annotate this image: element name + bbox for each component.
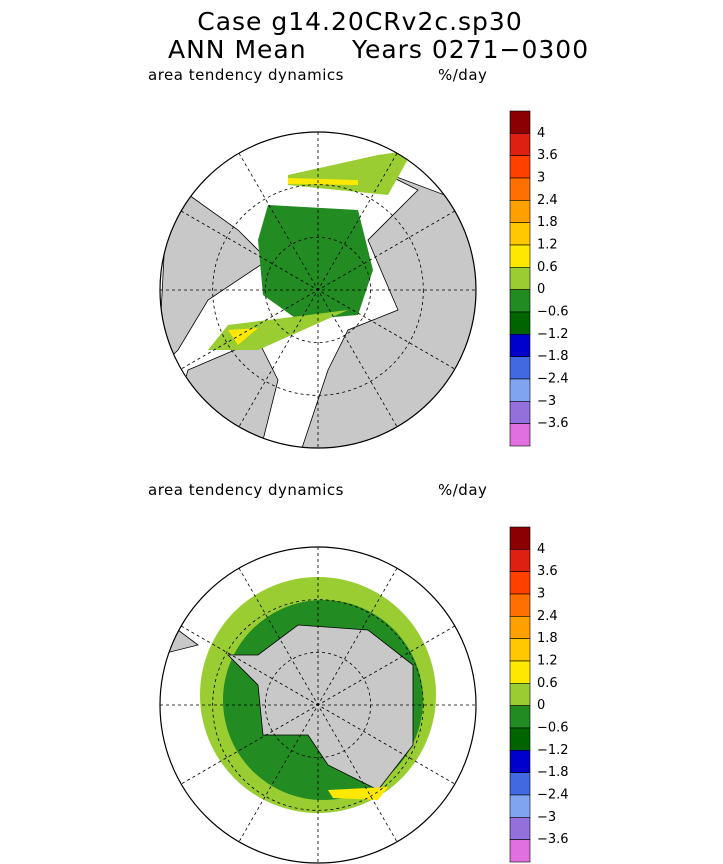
panel-label: area tendency dynamics [148, 481, 344, 499]
panel-units: %/day [438, 66, 487, 84]
colorbar-label: 3 [537, 171, 545, 186]
colorbar-box [509, 817, 531, 840]
colorbar-box [509, 155, 531, 179]
grid-meridian [180, 210, 456, 370]
colorbar-label: 2.4 [537, 609, 558, 624]
colorbar-box [509, 110, 531, 134]
colorbar-box [509, 423, 531, 447]
colorbar-label: 3.6 [537, 148, 558, 163]
colorbar-box [509, 705, 531, 729]
colorbar-label: 3 [537, 587, 545, 602]
colorbar-label: −2.4 [537, 788, 569, 803]
colorbar-label: 1.8 [537, 215, 558, 230]
colorbar-label: −1.8 [537, 349, 569, 364]
colorbar-box [509, 571, 531, 595]
colorbar-box [509, 244, 531, 268]
panel-units: %/day [438, 481, 487, 499]
ice [258, 205, 373, 320]
colorbar-label: −3.6 [537, 832, 569, 847]
colorbar-box [509, 200, 531, 223]
colorbar-box [509, 638, 531, 662]
colorbar-label: −3 [537, 394, 556, 409]
colorbar-box [509, 311, 531, 335]
colorbar-label: 4 [537, 126, 545, 141]
map-border [159, 131, 477, 449]
colorbar-label: 0 [537, 698, 545, 713]
colorbar-label: 1.2 [537, 238, 558, 253]
colorbar-box [509, 289, 531, 313]
panel: area tendency dynamics %/day 4 3.6 3 2.4 1.8 1.… [148, 66, 569, 449]
colorbar-box [509, 401, 531, 424]
colorbar-label: −2.4 [537, 372, 569, 387]
colorbar-box [509, 616, 531, 639]
colorbar-label: −1.2 [537, 327, 569, 342]
colorbar-box [509, 378, 531, 402]
colorbar-box [509, 222, 531, 246]
colorbar-box [509, 794, 531, 818]
colorbar-label: −1.8 [537, 765, 569, 780]
panel-label: area tendency dynamics [148, 66, 344, 84]
title: Case g14.20CRv2c.sp30 [197, 7, 523, 36]
colorbar-label: −1.2 [537, 743, 569, 758]
subtitle-right: Years 0271−0300 [351, 35, 589, 64]
colorbar-label: 1.8 [537, 631, 558, 646]
colorbar-box [509, 549, 531, 572]
colorbar-box [509, 727, 531, 751]
colorbar-box [509, 750, 531, 773]
grid-circle [212, 184, 424, 396]
colorbar-box [509, 177, 531, 201]
colorbar-label: 0.6 [537, 260, 558, 275]
colorbar-label: 4 [537, 542, 545, 557]
colorbar-label: 2.4 [537, 193, 558, 208]
colorbar-label: 3.6 [537, 564, 558, 579]
colorbar-label: 1.2 [537, 654, 558, 669]
panel: area tendency dynamics %/day 4 3.6 3 2.4 1.8 1.… [148, 481, 569, 864]
colorbar-label: 0 [537, 282, 545, 297]
colorbar-box [509, 772, 531, 796]
colorbar-label: −3.6 [537, 416, 569, 431]
grid-meridian [180, 625, 456, 785]
subtitle-left: ANN Mean [168, 35, 307, 64]
panels: area tendency dynamics %/day 4 3.6 3 2.4 1.8 1.… [148, 66, 569, 864]
colorbar-box [509, 133, 531, 156]
ice-yellow [328, 787, 388, 800]
colorbar-label: −3 [537, 810, 556, 825]
colorbar-box [509, 660, 531, 684]
colorbar-box [509, 593, 531, 617]
colorbar-box [509, 683, 531, 706]
colorbar-label: −0.6 [537, 305, 569, 320]
colorbar-box [509, 267, 531, 290]
grid-circle [212, 599, 424, 811]
colorbar-label: −0.6 [537, 721, 569, 736]
colorbar-label: 0.6 [537, 676, 558, 691]
colorbar-box [509, 526, 531, 550]
colorbar-box [509, 839, 531, 863]
colorbar-box [509, 356, 531, 380]
map-border [159, 546, 477, 864]
map [160, 577, 436, 813]
colorbar-box [509, 334, 531, 357]
